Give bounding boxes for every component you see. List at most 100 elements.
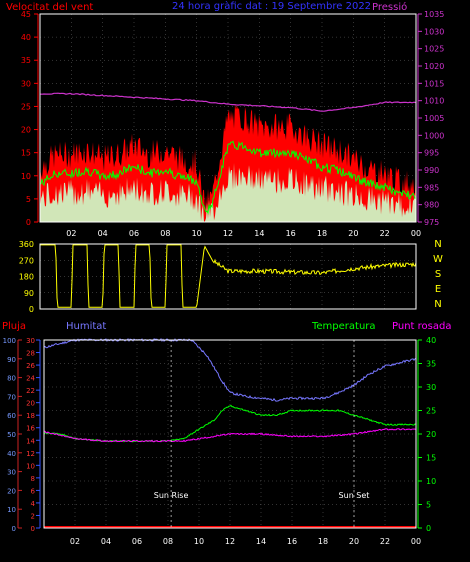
sunrise-label: Sun Rise <box>154 491 189 500</box>
humidity-temperature-panel: Sun Rise Sun Set0102030405060708090100024… <box>3 336 437 546</box>
pressure-axis-label: 1035 <box>424 10 444 19</box>
dewpoint-line <box>43 428 417 443</box>
x-axis-label: 00 <box>411 537 421 546</box>
x-axis-label: 08 <box>163 537 173 546</box>
x-axis-label: 22 <box>380 537 390 546</box>
x-axis-label: 16 <box>287 537 297 546</box>
temperature-axis-label: 20 <box>426 430 436 439</box>
rain-axis-label: 18 <box>26 412 35 420</box>
pressure-axis-label: 990 <box>424 166 439 175</box>
temperature-axis-label: 10 <box>426 477 436 486</box>
rain-axis-label: 24 <box>26 375 35 383</box>
panel-frame <box>39 243 417 310</box>
humidity-axis-label: 70 <box>7 393 16 401</box>
x-axis-label: 00 <box>411 229 421 238</box>
x-axis-label: 02 <box>66 229 76 238</box>
wind-average-line <box>39 140 417 215</box>
rain-axis-label: 28 <box>26 350 35 358</box>
x-axis-label: 14 <box>254 229 264 238</box>
x-axis-label: 08 <box>160 229 170 238</box>
pressure-axis-label: 1000 <box>424 131 444 140</box>
humidity-axis-label: 60 <box>7 412 16 420</box>
wind-axis-label: 5 <box>26 195 31 204</box>
humidity-axis-label: 30 <box>7 469 16 477</box>
x-axis-label: 02 <box>70 537 80 546</box>
humidity-axis-label: 40 <box>7 450 16 458</box>
wind-axis-label: 20 <box>21 126 31 135</box>
temperature-axis-label: 5 <box>426 501 431 510</box>
pressure-axis-label: 1010 <box>424 97 444 106</box>
x-axis-label: 18 <box>318 537 328 546</box>
temperature-axis-label: 0 <box>426 524 431 533</box>
x-axis-label: 20 <box>348 229 358 238</box>
direction-axis-label: 270 <box>19 256 34 265</box>
sunset-label: Sun Set <box>339 491 370 500</box>
pressure-axis-label: 1005 <box>424 114 444 123</box>
pressure-axis-label: 985 <box>424 183 439 192</box>
wind-axis-label: 35 <box>21 56 31 65</box>
wind-axis-label: 15 <box>21 149 31 158</box>
wind-axis-label: 10 <box>21 172 31 181</box>
wind-speed-title: Velocitat del vent <box>6 2 93 13</box>
rain-axis-label: 30 <box>26 337 35 345</box>
x-axis-label: 16 <box>286 229 296 238</box>
x-axis-label: 04 <box>98 229 108 238</box>
humidity-line <box>43 337 417 402</box>
rain-axis-label: 4 <box>31 500 36 508</box>
x-axis-label: 18 <box>317 229 327 238</box>
x-axis-label: 22 <box>380 229 390 238</box>
direction-axis-label: 180 <box>19 273 34 282</box>
rain-axis-label: 12 <box>26 450 35 458</box>
humidity-axis-label: 80 <box>7 375 16 383</box>
temperature-axis-label: 25 <box>426 407 436 416</box>
pressure-axis-label: 975 <box>424 218 439 227</box>
temperature-axis-label: 15 <box>426 454 436 463</box>
pressure-line <box>39 92 417 112</box>
humidity-axis-label: 10 <box>7 506 16 514</box>
humidity-axis-label: 20 <box>7 487 16 495</box>
wind-pressure-panel: 0510152025303540459759809859909951000100… <box>21 10 445 238</box>
rain-axis-label: 26 <box>26 362 35 370</box>
temperature-axis-label: 40 <box>426 336 436 345</box>
humidity-axis-label: 50 <box>7 431 16 439</box>
dewpoint-label: Punt rosada <box>392 321 451 332</box>
rain-axis-label: 6 <box>31 487 36 495</box>
panel-frame <box>43 339 417 529</box>
wind-axis-label: 30 <box>21 79 31 88</box>
x-axis-label: 14 <box>256 537 266 546</box>
pressure-axis-label: 980 <box>424 201 439 210</box>
x-axis-label: 04 <box>101 537 111 546</box>
direction-axis-label: 0 <box>29 305 34 314</box>
pressure-title: Pressió <box>372 1 407 13</box>
x-axis-label: 20 <box>349 537 359 546</box>
rain-axis-label: 14 <box>26 437 35 445</box>
temperature-axis-label: 30 <box>426 383 436 392</box>
panel-frame <box>39 13 417 223</box>
rain-label: Pluja <box>2 321 26 332</box>
x-axis-label: 06 <box>132 537 142 546</box>
temperature-axis-label: 35 <box>426 360 436 369</box>
wind-axis-label: 0 <box>26 218 31 227</box>
humidity-axis-label: 100 <box>3 337 16 345</box>
rain-axis-label: 8 <box>31 475 35 483</box>
pressure-axis-label: 1025 <box>424 45 444 54</box>
direction-axis-label: 360 <box>19 240 34 249</box>
x-axis-label: 10 <box>194 537 204 546</box>
wind-direction-line <box>40 244 417 308</box>
temperature-label: Temperatura <box>311 321 376 332</box>
compass-label: W <box>433 254 443 265</box>
compass-label: N <box>434 299 441 310</box>
humidity-label: Humitat <box>66 321 106 332</box>
compass-label: E <box>435 284 441 295</box>
pressure-axis-label: 1015 <box>424 79 444 88</box>
wind-low-area <box>40 163 416 222</box>
humidity-axis-label: 90 <box>7 356 16 364</box>
date-title: 24 hora gràfic dat : 19 Septembre 2022 <box>172 0 371 12</box>
rain-axis-label: 0 <box>31 525 35 533</box>
rain-axis-label: 20 <box>26 400 35 408</box>
direction-axis-label: 90 <box>24 289 34 298</box>
wind-axis-label: 40 <box>21 33 31 42</box>
compass-label: S <box>435 269 441 280</box>
